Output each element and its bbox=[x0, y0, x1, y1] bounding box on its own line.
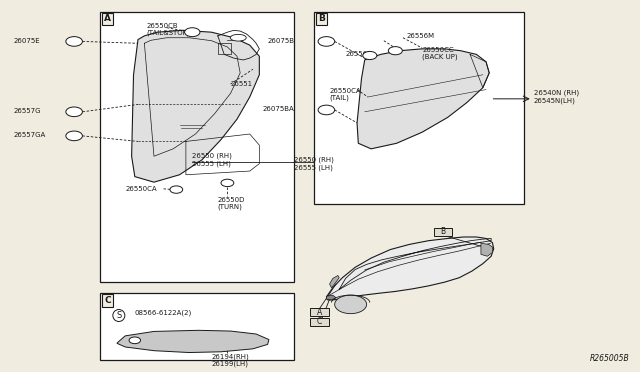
Text: B: B bbox=[440, 227, 445, 236]
Polygon shape bbox=[481, 243, 492, 256]
Text: 26557GA: 26557GA bbox=[13, 132, 45, 138]
Text: 26550 (RH)
26555 (LH): 26550 (RH) 26555 (LH) bbox=[192, 153, 232, 167]
Bar bbox=[314, 12, 524, 204]
Polygon shape bbox=[326, 295, 336, 300]
Text: 26551: 26551 bbox=[230, 81, 253, 87]
Circle shape bbox=[129, 337, 141, 344]
Circle shape bbox=[318, 105, 335, 115]
Circle shape bbox=[170, 186, 182, 193]
Circle shape bbox=[184, 28, 200, 36]
Text: S: S bbox=[116, 311, 122, 320]
FancyBboxPatch shape bbox=[310, 308, 329, 316]
Text: 26550CA: 26550CA bbox=[125, 186, 157, 192]
Circle shape bbox=[388, 46, 403, 55]
FancyBboxPatch shape bbox=[434, 228, 452, 236]
Circle shape bbox=[335, 295, 367, 314]
Circle shape bbox=[66, 36, 83, 46]
Text: 26550D
(TURN): 26550D (TURN) bbox=[218, 197, 245, 211]
Circle shape bbox=[66, 131, 83, 141]
Circle shape bbox=[66, 107, 83, 116]
Text: 26075BA: 26075BA bbox=[262, 106, 294, 112]
Text: 26075E: 26075E bbox=[13, 38, 40, 44]
Text: 26556B: 26556B bbox=[346, 51, 372, 57]
Polygon shape bbox=[357, 49, 489, 149]
Bar bbox=[100, 12, 294, 282]
Text: C: C bbox=[317, 317, 322, 326]
Text: 26075B: 26075B bbox=[268, 38, 294, 44]
Polygon shape bbox=[132, 31, 259, 182]
Circle shape bbox=[221, 179, 234, 187]
Circle shape bbox=[363, 51, 377, 60]
Polygon shape bbox=[117, 330, 269, 353]
Text: 26194(RH)
26199(LH): 26194(RH) 26199(LH) bbox=[211, 353, 249, 367]
Text: 26550 (RH)
26555 (LH): 26550 (RH) 26555 (LH) bbox=[294, 157, 334, 171]
Circle shape bbox=[318, 36, 335, 46]
Text: 26550CB
(TAIL&STOP): 26550CB (TAIL&STOP) bbox=[147, 23, 190, 36]
Text: 26550CC
(BACK UP): 26550CC (BACK UP) bbox=[422, 47, 458, 61]
Text: A: A bbox=[317, 308, 322, 317]
Text: A: A bbox=[104, 15, 111, 23]
Bar bbox=[100, 293, 294, 360]
Text: 26557G: 26557G bbox=[13, 108, 41, 114]
Text: B: B bbox=[318, 15, 325, 23]
Polygon shape bbox=[330, 276, 339, 288]
Text: 26540N (RH)
26545N(LH): 26540N (RH) 26545N(LH) bbox=[534, 90, 579, 104]
Text: R265005B: R265005B bbox=[590, 354, 630, 363]
Ellipse shape bbox=[230, 34, 246, 41]
Text: 26556M: 26556M bbox=[406, 33, 435, 39]
Text: 26550CA
(TAIL): 26550CA (TAIL) bbox=[330, 88, 361, 101]
Text: 08566-6122A(2): 08566-6122A(2) bbox=[135, 310, 192, 316]
FancyBboxPatch shape bbox=[310, 318, 329, 326]
Polygon shape bbox=[326, 237, 493, 300]
Text: C: C bbox=[104, 296, 111, 305]
